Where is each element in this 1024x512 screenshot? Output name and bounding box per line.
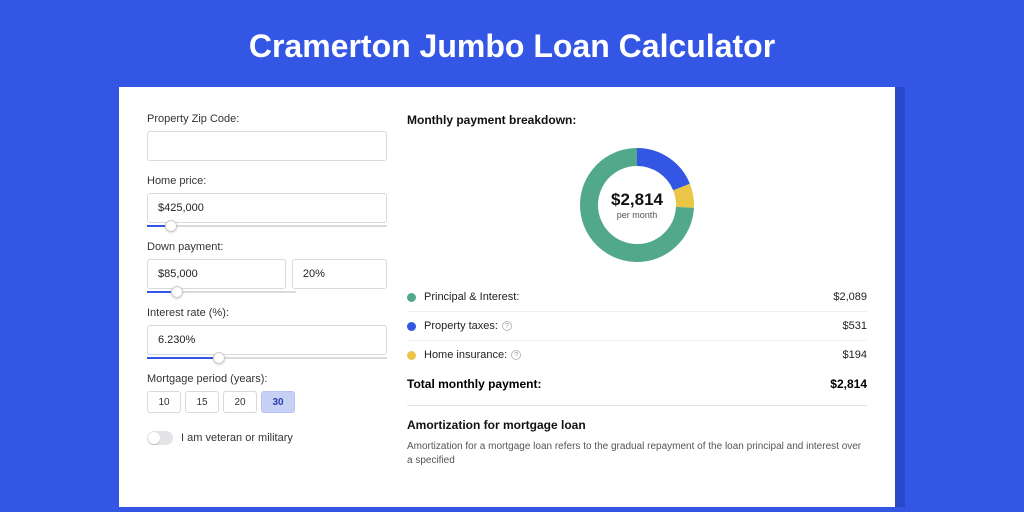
down-payment-slider[interactable] xyxy=(147,291,296,293)
breakdown-column: Monthly payment breakdown: $2,814 per mo… xyxy=(407,113,867,497)
zip-label: Property Zip Code: xyxy=(147,113,387,125)
legend-label: Principal & Interest: xyxy=(424,291,833,303)
down-payment-label: Down payment: xyxy=(147,241,387,253)
donut-container: $2,814 per month xyxy=(407,137,867,283)
home-price-slider[interactable] xyxy=(147,225,387,227)
total-label: Total monthly payment: xyxy=(407,377,830,391)
legend-list: Principal & Interest:$2,089Property taxe… xyxy=(407,283,867,369)
mortgage-period-buttons: 10152030 xyxy=(147,391,387,413)
donut-amount: $2,814 xyxy=(611,190,663,210)
legend-dot-icon xyxy=(407,351,416,360)
form-column: Property Zip Code: Home price: Down paym… xyxy=(147,113,387,497)
interest-rate-label: Interest rate (%): xyxy=(147,307,387,319)
donut-subtext: per month xyxy=(617,210,658,220)
breakdown-title: Monthly payment breakdown: xyxy=(407,113,867,127)
card-shadow: Property Zip Code: Home price: Down paym… xyxy=(119,87,905,507)
period-button-20[interactable]: 20 xyxy=(223,391,257,413)
total-value: $2,814 xyxy=(830,377,867,391)
veteran-label: I am veteran or military xyxy=(181,432,293,444)
interest-rate-slider[interactable] xyxy=(147,357,387,359)
mortgage-period-group: Mortgage period (years): 10152030 xyxy=(147,373,387,413)
amortization-text: Amortization for a mortgage loan refers … xyxy=(407,440,867,468)
amortization-title: Amortization for mortgage loan xyxy=(407,418,867,432)
period-button-10[interactable]: 10 xyxy=(147,391,181,413)
legend-label: Home insurance: ? xyxy=(424,349,843,361)
period-button-15[interactable]: 15 xyxy=(185,391,219,413)
interest-rate-input[interactable] xyxy=(147,325,387,355)
mortgage-period-label: Mortgage period (years): xyxy=(147,373,387,385)
veteran-toggle-knob xyxy=(148,432,160,444)
legend-row: Home insurance: ?$194 xyxy=(407,341,867,369)
legend-dot-icon xyxy=(407,293,416,302)
veteran-toggle[interactable] xyxy=(147,431,173,445)
home-price-input[interactable] xyxy=(147,193,387,223)
veteran-toggle-row: I am veteran or military xyxy=(147,431,387,445)
legend-dot-icon xyxy=(407,322,416,331)
interest-rate-group: Interest rate (%): xyxy=(147,307,387,359)
total-row: Total monthly payment: $2,814 xyxy=(407,369,867,405)
legend-value: $194 xyxy=(843,349,867,361)
legend-row: Property taxes: ?$531 xyxy=(407,312,867,341)
period-button-30[interactable]: 30 xyxy=(261,391,295,413)
zip-field-group: Property Zip Code: xyxy=(147,113,387,161)
payment-donut-chart: $2,814 per month xyxy=(577,145,697,265)
legend-value: $2,089 xyxy=(833,291,867,303)
zip-input[interactable] xyxy=(147,131,387,161)
home-price-group: Home price: xyxy=(147,175,387,227)
info-icon[interactable]: ? xyxy=(502,321,512,331)
legend-label: Property taxes: ? xyxy=(424,320,843,332)
down-payment-pct-input[interactable] xyxy=(292,259,387,289)
page-title: Cramerton Jumbo Loan Calculator xyxy=(0,0,1024,87)
info-icon[interactable]: ? xyxy=(511,350,521,360)
legend-row: Principal & Interest:$2,089 xyxy=(407,283,867,312)
down-payment-amount-input[interactable] xyxy=(147,259,286,289)
calculator-card: Property Zip Code: Home price: Down paym… xyxy=(119,87,895,507)
home-price-label: Home price: xyxy=(147,175,387,187)
down-payment-group: Down payment: xyxy=(147,241,387,293)
legend-value: $531 xyxy=(843,320,867,332)
amortization-section: Amortization for mortgage loan Amortizat… xyxy=(407,405,867,468)
